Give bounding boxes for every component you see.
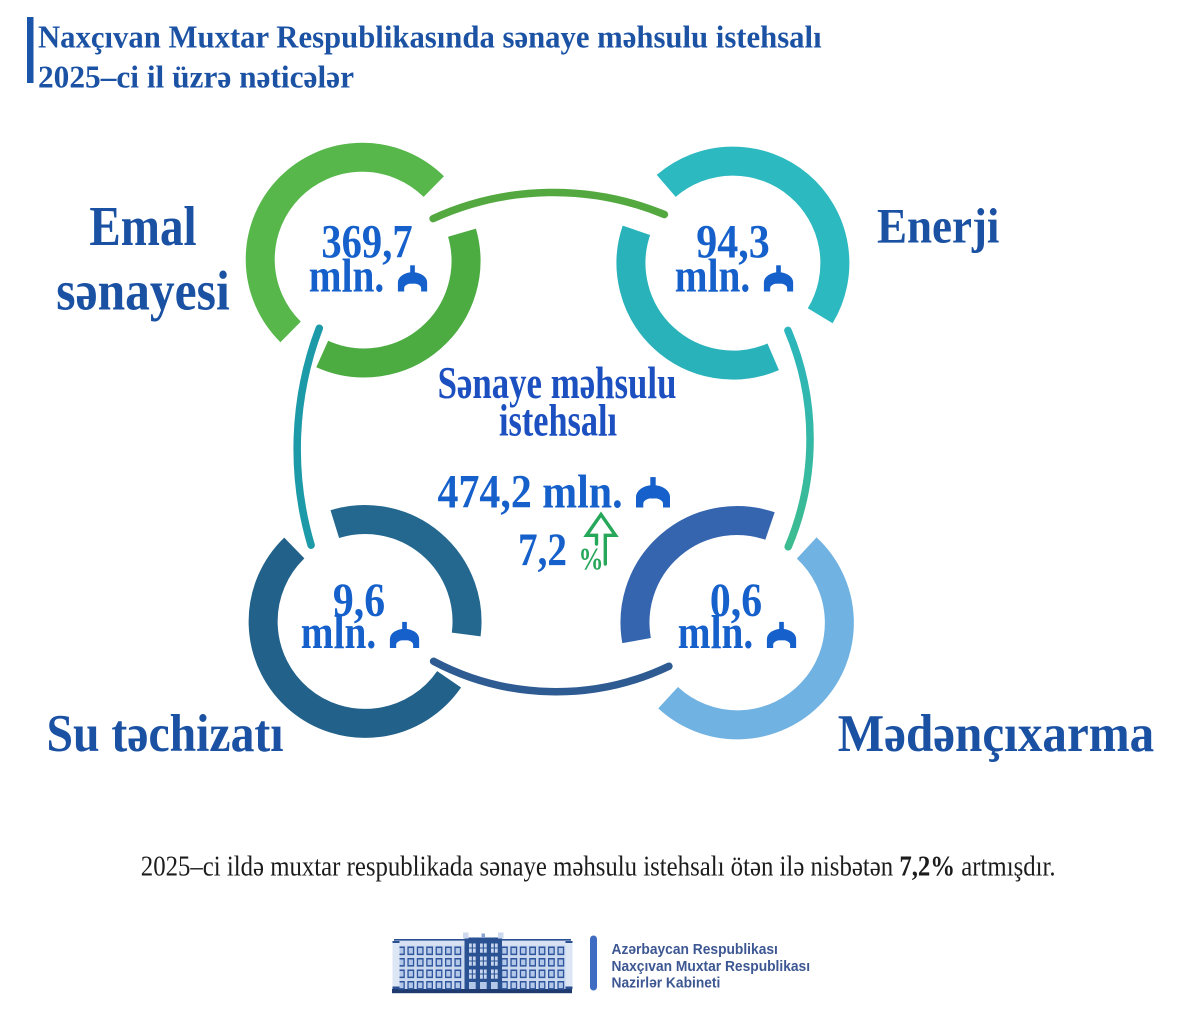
svg-text:Emal: Emal [89, 196, 196, 258]
svg-text:mln.: mln. [675, 250, 750, 302]
svg-text:mln.: mln. [301, 606, 376, 658]
svg-text:9,6: 9,6 [333, 573, 385, 626]
svg-text:2025–ci il üzrə nəticələr: 2025–ci il üzrə nəticələr [38, 59, 354, 94]
svg-text:Sənaye məhsulu: Sənaye məhsulu [438, 358, 677, 409]
svg-text:Enerji: Enerji [877, 199, 999, 254]
svg-text:0,6: 0,6 [710, 573, 762, 626]
svg-text:Su təchizatı: Su təchizatı [46, 704, 283, 763]
svg-text:Naxçıvan Muxtar Respublikası: Naxçıvan Muxtar Respublikası [612, 958, 811, 975]
svg-text:94,3: 94,3 [696, 215, 769, 268]
svg-text:369,7: 369,7 [321, 214, 412, 268]
svg-text:istehsalı: istehsalı [499, 395, 617, 446]
svg-text:mln.: mln. [309, 250, 384, 302]
svg-text:sənayesi: sənayesi [56, 261, 229, 322]
svg-text:mln.: mln. [678, 606, 753, 658]
svg-text:7,2: 7,2 [518, 524, 567, 576]
svg-text:Naxçıvan Muxtar Respublikasınd: Naxçıvan Muxtar Respublikasında sənaye m… [38, 19, 822, 55]
svg-text:474,2 mln.: 474,2 mln. [438, 465, 623, 518]
svg-text:2025–ci ildə muxtar respublika: 2025–ci ildə muxtar respublikada sənaye … [141, 850, 1056, 882]
svg-text:Nazirlər Kabineti: Nazirlər Kabineti [612, 975, 721, 992]
svg-text:%: % [579, 542, 604, 578]
svg-text:Mədənçıxarma: Mədənçıxarma [838, 704, 1154, 763]
svg-text:Azərbaycan Respublikası: Azərbaycan Respublikası [612, 942, 778, 959]
